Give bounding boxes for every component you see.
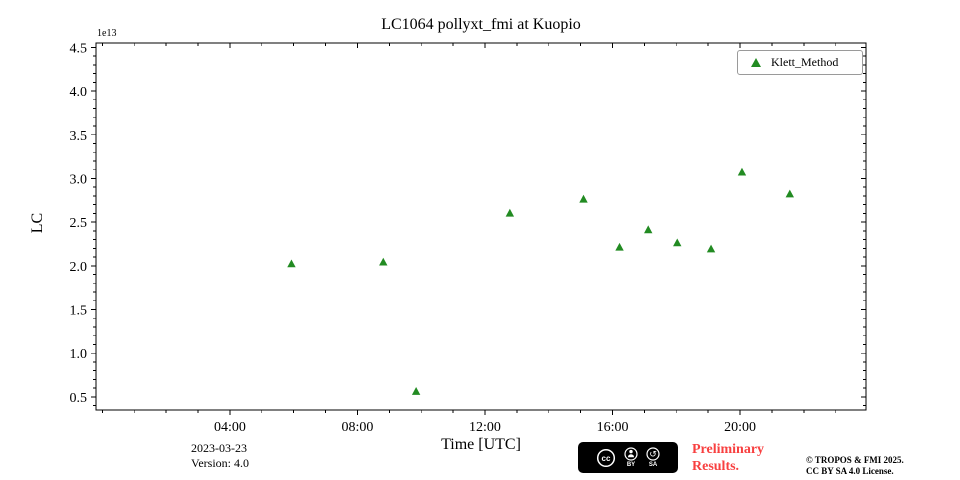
cc-icon: cc <box>596 448 616 467</box>
footer-date-version: 2023-03-23 Version: 4.0 <box>191 441 249 471</box>
svg-text:1.5: 1.5 <box>70 304 88 319</box>
cc-by-sa-badge: cc BY ↺ SA <box>578 442 678 473</box>
legend: Klett_Method <box>737 50 863 75</box>
preliminary-results-note: Preliminary Results. <box>692 441 764 475</box>
svg-text:12:00: 12:00 <box>469 420 501 435</box>
svg-text:04:00: 04:00 <box>214 420 246 435</box>
cc-sa-column: ↺ SA <box>646 447 660 468</box>
legend-marker-triangle-icon <box>751 58 761 67</box>
copyright-line2: CC BY SA 4.0 License. <box>806 466 894 476</box>
footer-date: 2023-03-23 <box>191 441 247 455</box>
svg-text:16:00: 16:00 <box>597 420 629 435</box>
chart-title: LC1064 pollyxt_fmi at Kuopio <box>381 16 581 33</box>
cc-sa-arrow-icon: ↺ <box>646 447 660 461</box>
cc-sa-label: SA <box>648 462 658 468</box>
svg-text:cc: cc <box>602 454 611 463</box>
cc-by-label: BY <box>626 462 636 468</box>
svg-text:2.0: 2.0 <box>70 260 88 275</box>
y-axis-label: LC <box>29 212 47 234</box>
svg-text:08:00: 08:00 <box>342 420 374 435</box>
copyright-note: © TROPOS & FMI 2025. CC BY SA 4.0 Licens… <box>806 455 904 477</box>
svg-text:↺: ↺ <box>649 450 657 460</box>
cc-by-person-icon <box>624 447 638 461</box>
y-axis-offset-label: 1e13 <box>97 28 117 39</box>
copyright-line1: © TROPOS & FMI 2025. <box>806 455 904 465</box>
svg-text:4.0: 4.0 <box>70 85 88 100</box>
svg-text:1.0: 1.0 <box>70 347 88 362</box>
svg-text:3.0: 3.0 <box>70 172 88 187</box>
preliminary-line2: Results. <box>692 459 740 474</box>
svg-text:0.5: 0.5 <box>70 391 88 406</box>
legend-label: Klett_Method <box>771 55 839 69</box>
svg-text:4.5: 4.5 <box>70 41 88 56</box>
svg-text:2.5: 2.5 <box>70 216 88 231</box>
x-axis-label: Time [UTC] <box>441 436 521 453</box>
cc-by-column: BY <box>624 447 638 468</box>
footer-version: Version: 4.0 <box>191 456 249 470</box>
preliminary-line1: Preliminary <box>692 442 765 457</box>
svg-text:20:00: 20:00 <box>724 420 756 435</box>
svg-text:3.5: 3.5 <box>70 129 88 144</box>
